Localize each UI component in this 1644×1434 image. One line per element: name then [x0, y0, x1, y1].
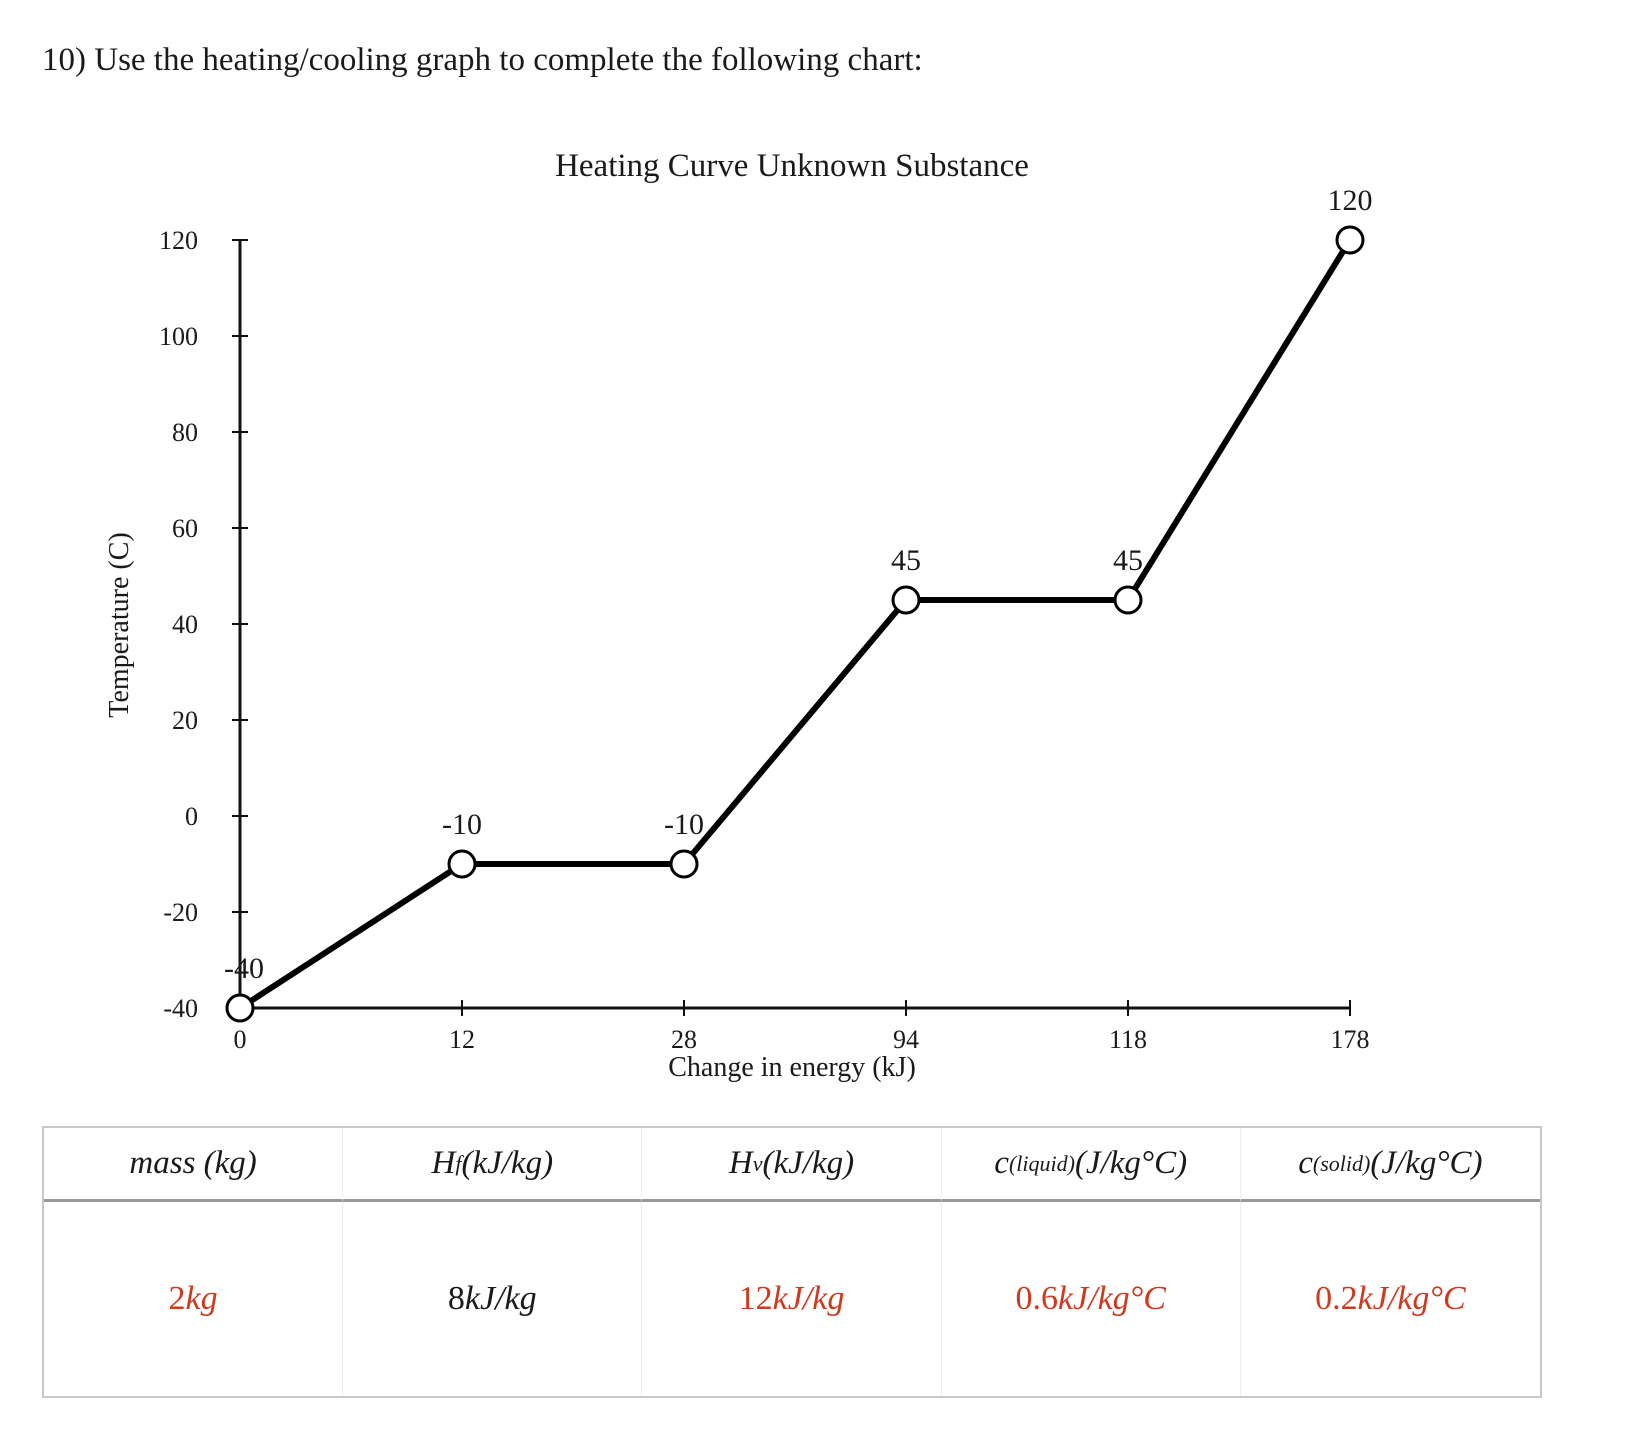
x-tick-label: 12 — [449, 1025, 475, 1054]
y-tick-label: 60 — [172, 514, 198, 543]
data-label: -40 — [224, 952, 264, 985]
data-point — [225, 993, 255, 1023]
data-label: 45 — [891, 544, 921, 577]
x-tick-label: 28 — [671, 1025, 697, 1054]
y-tick-label: -40 — [163, 994, 198, 1023]
x-tick-label: 94 — [893, 1025, 919, 1054]
y-axis-label: Temperature (C) — [104, 532, 135, 717]
value-hf: 8 kJ/kg — [343, 1202, 643, 1396]
y-tick-label: 120 — [159, 226, 198, 255]
y-tick-label: 100 — [159, 322, 198, 351]
data-point — [669, 849, 699, 879]
data-label: 45 — [1113, 544, 1143, 577]
data-label: -10 — [442, 808, 482, 841]
y-tick-label: 40 — [172, 610, 198, 639]
y-tick-label: 20 — [172, 706, 198, 735]
axes: 120 100 80 60 40 20 0 -20 -40 0 12 28 94 118 178 — [159, 226, 1370, 1054]
data-point — [447, 849, 477, 879]
x-tick-label: 178 — [1331, 1025, 1370, 1054]
data-point — [1335, 225, 1365, 255]
heating-curve-chart: Heating Curve Unknown Substance Temperat… — [104, 148, 1373, 1083]
value-mass: 2 kg — [44, 1202, 344, 1396]
data-label: 120 — [1328, 184, 1373, 217]
series-line — [238, 238, 1353, 1011]
data-series: -40 -10 -10 45 45 120 — [224, 184, 1373, 1023]
x-tick-label: 0 — [234, 1025, 247, 1054]
question-text: 10) Use the heating/cooling graph to com… — [42, 42, 923, 78]
y-tick-label: -20 — [163, 898, 198, 927]
value-c-liquid: 0.6 kJ/kg°C — [942, 1202, 1241, 1396]
data-label: -10 — [664, 808, 704, 841]
y-tick-label: 80 — [172, 418, 198, 447]
value-c-solid: 0.2 kJ/kg°C — [1315, 1280, 1466, 1317]
header-c-solid: c (solid) (J/kg°C) — [1240, 1128, 1540, 1202]
header-c-liquid: c (liquid) (J/kg°C) — [941, 1128, 1241, 1202]
x-tick-label: 118 — [1109, 1025, 1147, 1054]
value-hv: 12 kJ/kg — [642, 1202, 942, 1396]
data-point — [1113, 585, 1143, 615]
y-tick-label: 0 — [185, 802, 198, 831]
data-point — [891, 585, 921, 615]
chart-title: Heating Curve Unknown Substance — [555, 148, 1029, 184]
header-mass: mass (kg) — [44, 1128, 344, 1202]
x-axis-label: Change in energy (kJ) — [668, 1052, 916, 1083]
